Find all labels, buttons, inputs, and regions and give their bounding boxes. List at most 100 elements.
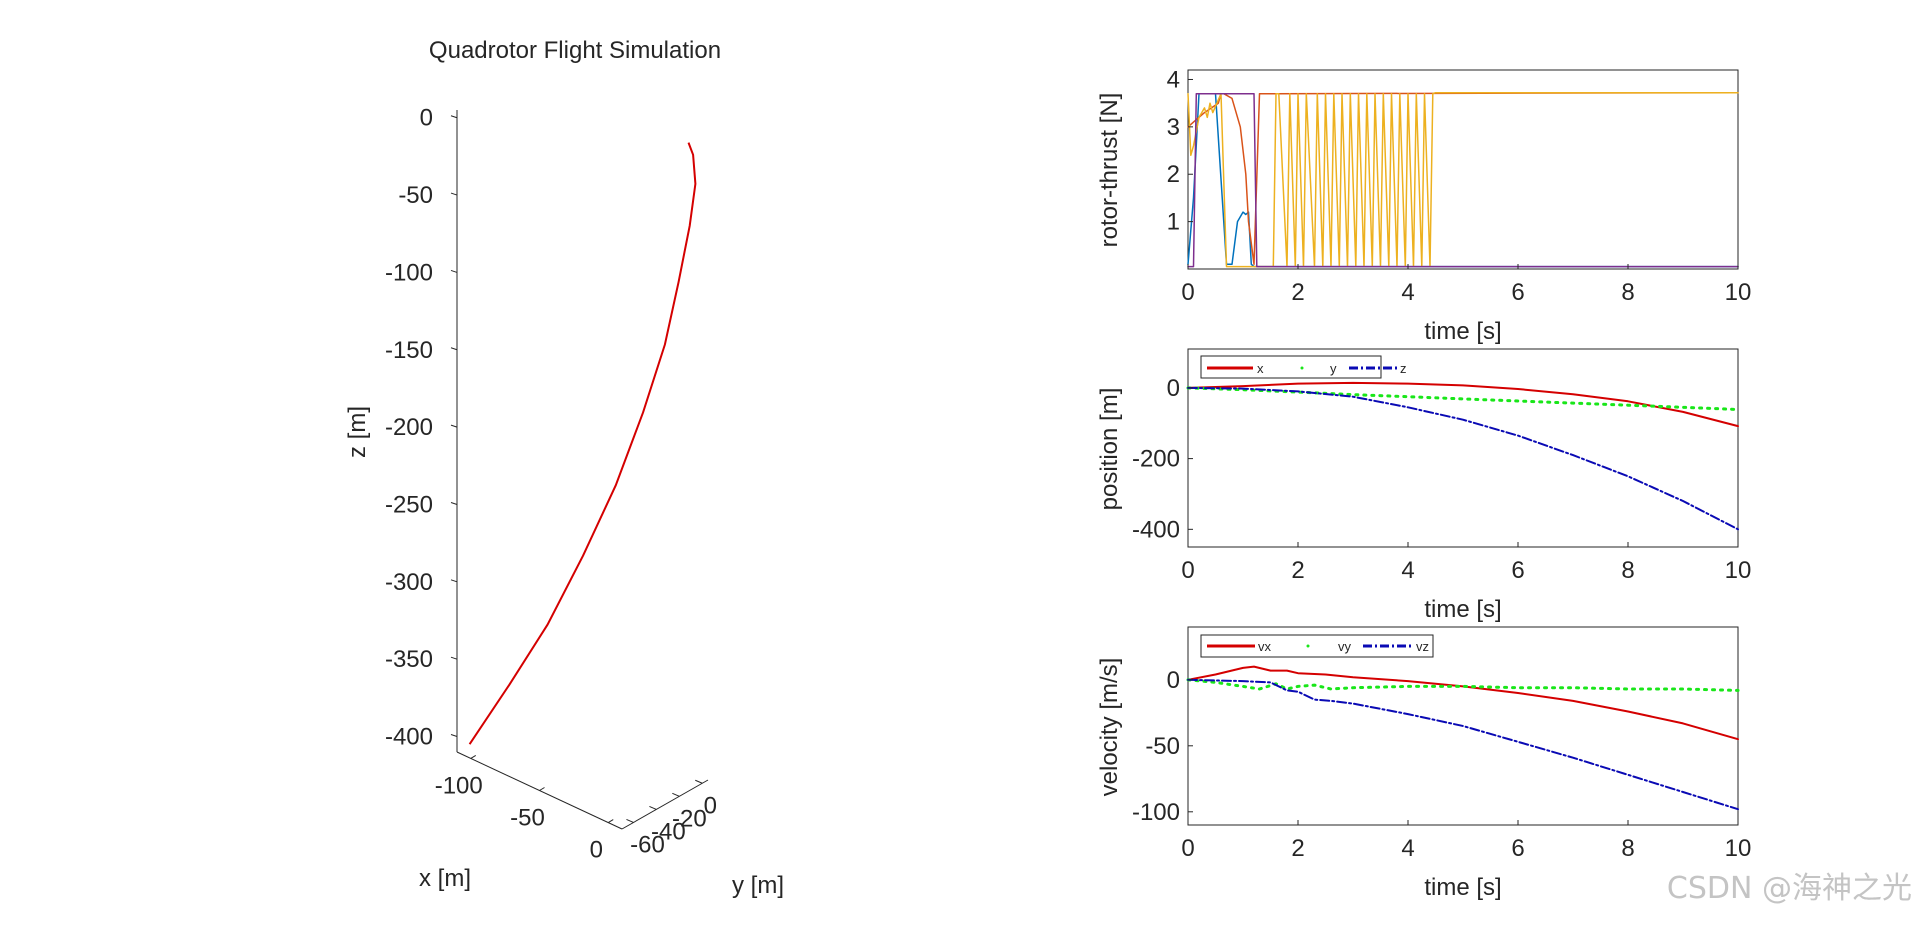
position-ylabel: position [m] xyxy=(1096,388,1123,511)
plot3d-ztick-mark xyxy=(450,502,458,505)
velocity-xtick-label: 10 xyxy=(1725,835,1752,862)
position-legend-label-x: x xyxy=(1257,361,1264,376)
plot3d-ztick-label: -200 xyxy=(385,414,433,441)
thrust-xtick-label: 10 xyxy=(1725,279,1752,306)
watermark-text: CSDN @海神之光 xyxy=(1666,871,1912,906)
plot3d-ztick-label: -250 xyxy=(385,491,433,518)
velocity-xtick-label: 6 xyxy=(1511,835,1524,862)
plot3d-ztick-label: 0 xyxy=(420,105,433,132)
thrust-xtick-label: 6 xyxy=(1511,279,1524,306)
position-xtick-label: 2 xyxy=(1291,557,1304,584)
velocity-ytick-label: -100 xyxy=(1132,799,1180,826)
position-xtick-label: 8 xyxy=(1621,557,1634,584)
plot3d-ztick-mark xyxy=(450,269,458,273)
position-series-z xyxy=(1187,386,1739,531)
plot3d-ztick-mark xyxy=(450,579,458,583)
thrust-series-rotor-4 xyxy=(1187,92,1739,268)
position-xtick-label: 6 xyxy=(1511,557,1524,584)
velocity-xlabel: time [s] xyxy=(1424,874,1501,901)
plot3d-xlabel: x [m] xyxy=(419,865,471,892)
plot3d-ytick-label: -20 xyxy=(672,805,707,832)
plot3d-ztick-mark xyxy=(450,656,458,660)
plot3d-ytick-mark xyxy=(626,819,634,823)
position-legend-label-z: z xyxy=(1400,361,1407,376)
velocity-series-vz xyxy=(1187,678,1739,811)
plot3d-ytick-mark xyxy=(649,805,657,810)
plot3d-ztick-label: -350 xyxy=(385,646,433,673)
thrust-ytick-label: 4 xyxy=(1167,66,1180,93)
thrust-xtick-label: 8 xyxy=(1621,279,1634,306)
plot3d-ztick-mark xyxy=(450,115,458,119)
position-series-y xyxy=(1186,386,1740,411)
plot3d-title: Quadrotor Flight Simulation xyxy=(429,37,721,64)
thrust-xtick-label: 0 xyxy=(1181,279,1194,306)
position-legend: x y z xyxy=(1200,355,1407,379)
plot3d-ylabel: y [m] xyxy=(732,872,784,899)
velocity-legend-label-vx: vx xyxy=(1258,639,1272,654)
velocity-series-vx xyxy=(1187,665,1739,741)
plot3d-ztick-label: -150 xyxy=(385,337,433,364)
position-ytick-label: 0 xyxy=(1167,375,1180,402)
plot3d-y-axis-line xyxy=(621,779,709,830)
plot3d-xtick-label: 0 xyxy=(590,837,603,864)
thrust-series-rotor-2 xyxy=(1187,91,1739,266)
plot3d-z-ticks: 0 -50 -100 -150 -200 -250 -300 -350 -400 xyxy=(385,105,458,751)
plot3d-ztick-label: -300 xyxy=(385,569,433,596)
position-xtick-label: 10 xyxy=(1725,557,1752,584)
thrust-ytick-label: 2 xyxy=(1167,161,1180,188)
plot3d-xtick-mark xyxy=(607,819,614,824)
thrust-ylabel: rotor-thrust [N] xyxy=(1096,93,1123,248)
thrust-series-group xyxy=(1187,91,1739,268)
position-legend-box xyxy=(1200,355,1382,379)
plot3d-ytick-label: 0 xyxy=(704,792,717,819)
velocity-legend: vx vy vz xyxy=(1200,634,1434,658)
plot3d-ytick-label: -40 xyxy=(651,818,686,845)
velocity-xtick-label: 8 xyxy=(1621,835,1634,862)
velocity-ytick-label: -50 xyxy=(1145,733,1180,760)
plot3d-ztick-mark xyxy=(450,734,458,738)
plot3d-xtick-label: -100 xyxy=(435,772,483,799)
velocity-xtick-label: 4 xyxy=(1401,835,1414,862)
position-legend-label-y: y xyxy=(1330,361,1337,376)
velocity-ticks: 0 2 4 6 8 10 0 -50 -100 xyxy=(1132,667,1751,862)
velocity-ylabel: velocity [m/s] xyxy=(1096,658,1123,797)
thrust-ytick-label: 3 xyxy=(1167,114,1180,141)
velocity-legend-box xyxy=(1200,634,1434,658)
position-xtick-label: 4 xyxy=(1401,557,1414,584)
position-plot-frame xyxy=(1187,348,1739,548)
plot3d-trajectory-line xyxy=(468,142,697,745)
velocity-legend-label-vy: vy xyxy=(1338,639,1352,654)
velocity-ytick-label: 0 xyxy=(1167,667,1180,694)
position-legend-swatch-y xyxy=(1300,366,1304,370)
plot3d: Quadrotor Flight Simulation 0 -50 -100 -150… xyxy=(344,37,784,899)
position-ticks: 0 2 4 6 8 10 0 -200 -400 xyxy=(1132,375,1751,584)
thrust-xtick-label: 2 xyxy=(1291,279,1304,306)
plot3d-ytick-mark xyxy=(695,779,703,784)
velocity-legend-label-vz: vz xyxy=(1416,639,1429,654)
velocity-xtick-label: 0 xyxy=(1181,835,1194,862)
velocity-xtick-label: 2 xyxy=(1291,835,1304,862)
plot3d-ztick-mark xyxy=(450,347,458,351)
plot3d-x-ticks: -100 -50 0 xyxy=(435,754,614,864)
thrust-series-rotor-3 xyxy=(1187,91,1739,268)
thrust-ytick-label: 1 xyxy=(1167,209,1180,236)
plot3d-ztick-mark xyxy=(450,192,458,196)
velocity-legend-swatch-vy xyxy=(1306,644,1310,648)
plot3d-ztick-label: -50 xyxy=(398,182,433,209)
plot3d-ztick-mark xyxy=(450,424,458,428)
velocity-series-vy xyxy=(1186,678,1740,692)
position-xlabel: time [s] xyxy=(1424,596,1501,623)
position-ytick-label: -200 xyxy=(1132,446,1180,473)
plot3d-xtick-label: -50 xyxy=(510,805,545,832)
plot3d-y-ticks: -60-40-200 xyxy=(626,779,717,858)
thrust-plot-frame xyxy=(1187,69,1739,270)
plot3d-ytick-mark xyxy=(672,792,680,797)
velocity-plot: 0 2 4 6 8 100-50-100 time [s] velocity [m/s] … xyxy=(1096,626,1751,901)
plot3d-ztick-label: -100 xyxy=(385,259,433,286)
position-xtick-label: 0 xyxy=(1181,557,1194,584)
plot3d-zlabel: z [m] xyxy=(344,406,371,458)
position-series-group xyxy=(1186,381,1740,531)
